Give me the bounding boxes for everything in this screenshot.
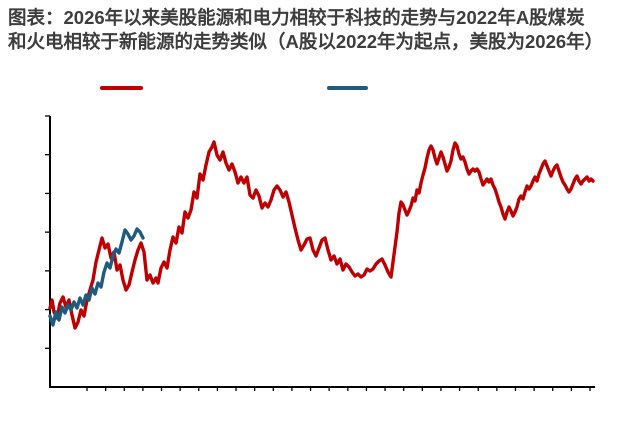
axis-lines [49,116,595,388]
legend-swatch-red-line [100,86,143,90]
legend-swatch-blue-line [327,86,368,90]
blue-series-line [48,227,145,327]
chart-title-line-1: 图表：2026年以来美股能源和电力相较于科技的走势与2022年A股煤炭 [8,7,585,28]
chart-title-line-2: 和火电相较于新能源的走势类似（A股以2022年为起点，美股为2026年） [8,31,604,52]
red-series-line [48,140,595,330]
chart-title: 图表：2026年以来美股能源和电力相较于科技的走势与2022年A股煤炭 和火电相… [8,6,628,54]
